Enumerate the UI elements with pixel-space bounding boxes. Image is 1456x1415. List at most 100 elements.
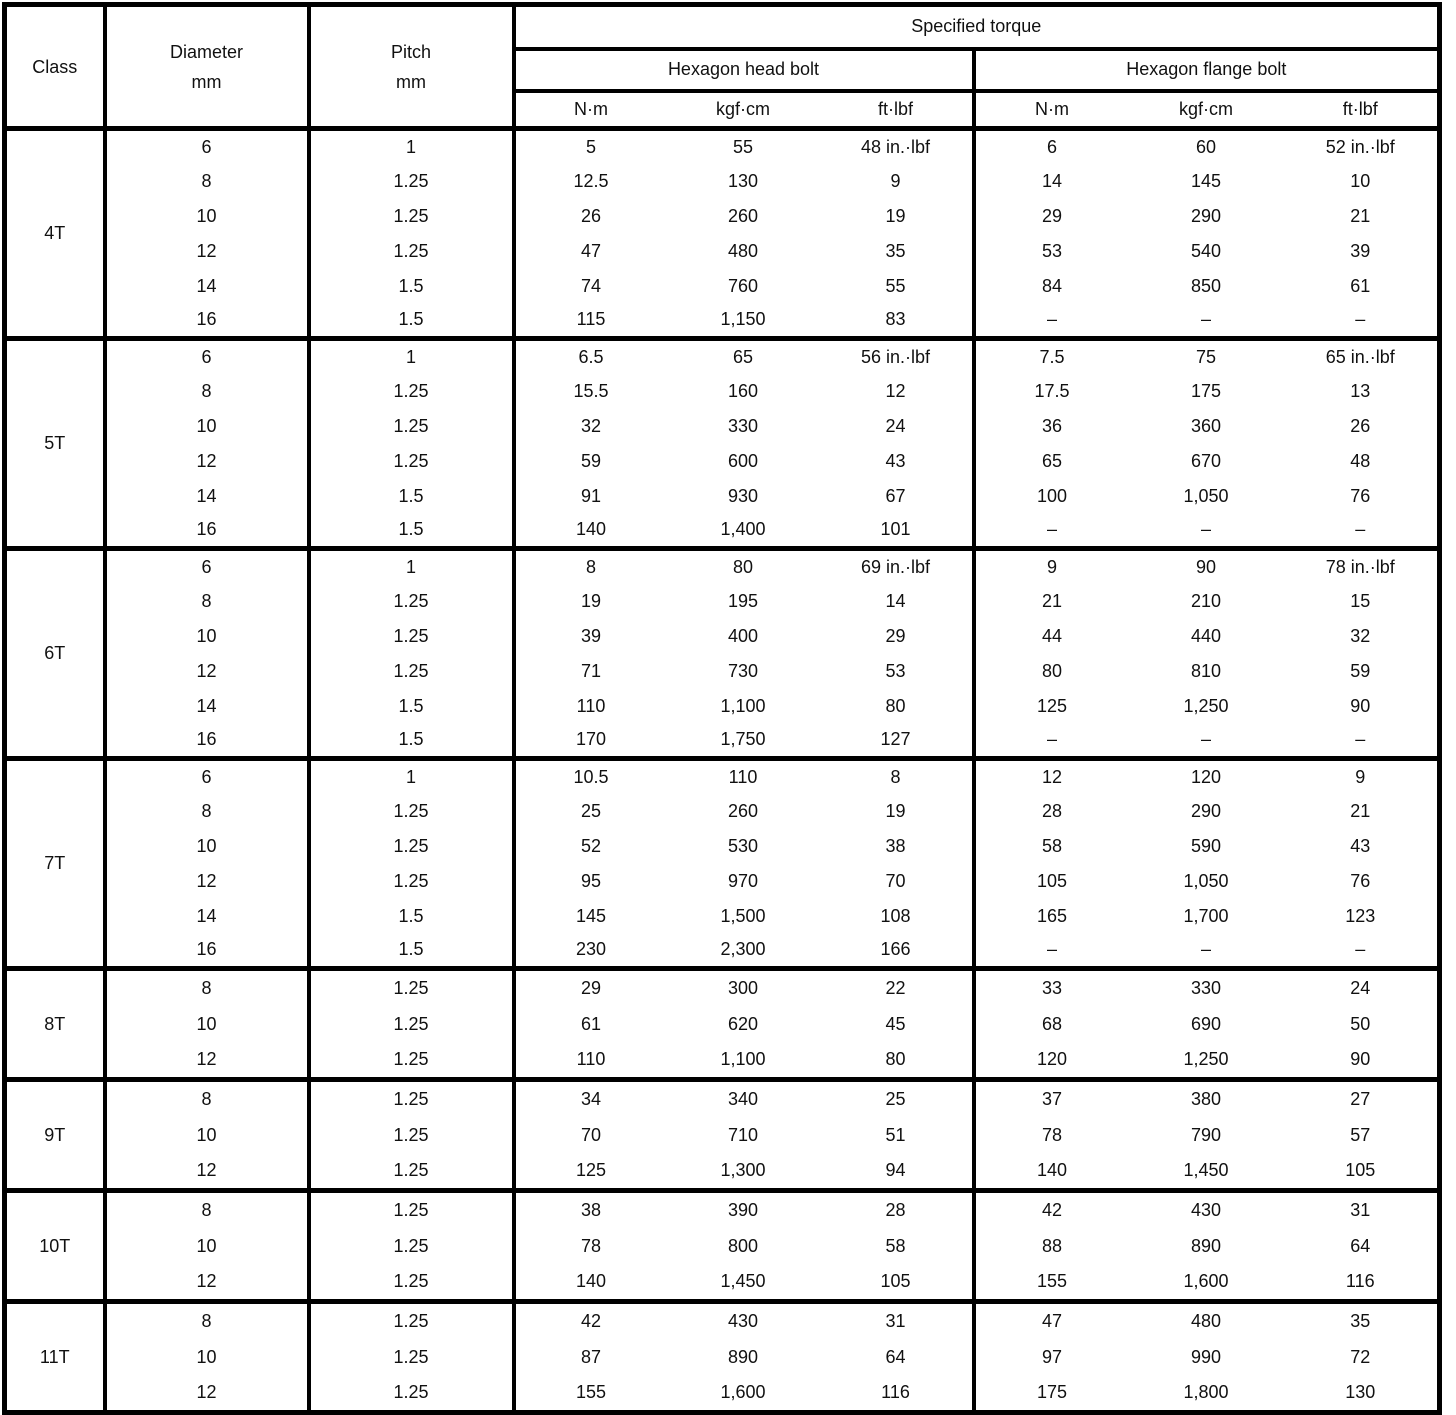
table-row: 12 1.25 95 970 70 105 1,050 76 [5,863,1440,899]
head-ftlbf-cell: 19 [819,198,976,234]
table-row: 10T 8 1.25 38 390 28 42 430 31 [4,1188,1440,1302]
pitch-cell: 1.25 [308,1338,516,1376]
diameter-cell: 10 [104,618,311,654]
flange-nm-cell: 28 [1041,800,1063,821]
head-kgfcm-cell: 1,300 [720,1160,766,1181]
flange-ftlbf-cell: 9 [1283,756,1440,794]
flange-ftlbf-cell: – [1355,519,1366,540]
head-nm-cell: 25 [580,800,602,821]
flange-ftlbf-cell: 21 [1350,800,1371,821]
pitch-cell: 1.5 [308,898,516,934]
flange-nm-cell: 80 [1041,660,1063,681]
flange-nm-cell: 42 [973,1188,1129,1228]
diameter-cell: 8 [104,1299,311,1339]
flange-kgfcm-cell: 290 [1190,205,1222,226]
flange-nm-cell: 88 [1041,1235,1063,1256]
pitch-cell: 1.25 [308,1264,516,1302]
table-row: 12 1.25 140 1,450 105 155 1,600 116 [5,1264,1440,1302]
table-row: 16 1.5 115 1,150 83 – – – [5,303,1440,339]
flange-ftlbf-cell: 50 [1350,1013,1371,1034]
diameter-cell: 8 [104,793,311,829]
table-row: 16 1.5 140 1,400 101 – – – [5,513,1440,549]
table-row: 10 1.25 70 710 51 78 790 57 [5,1116,1440,1154]
flange-kgfcm-cell: 175 [1190,380,1222,401]
flange-ftlbf-cell: 24 [1283,966,1440,1006]
flange-kgfcm-cell: 380 [1128,1077,1284,1117]
diameter-cell: 14 [104,688,311,724]
flange-ftlbf-cell: 32 [1350,625,1371,646]
head-nm-cell: 12.5 [573,170,609,191]
pitch-cell: 1 [308,126,516,164]
flange-kgfcm-cell: 1,800 [1183,1382,1229,1403]
class-header: Class [4,4,107,131]
flange-kgfcm-cell: 1,050 [1183,870,1229,891]
head-kgfcm-cell: 65 [666,336,820,374]
pitch-header: Pitch mm [308,4,516,131]
head-ftlbf-cell: 83 [819,303,976,339]
pitch-cell: 1.25 [308,966,516,1006]
table-row: 4T 6 1 5 55 48 in.·lbf 6 60 52 in.·lbf [4,126,1440,339]
class-cell: 5T [4,336,107,549]
table-row: 12 1.25 59 600 43 65 670 48 [5,443,1440,479]
table-row: 16 1.5 170 1,750 127 – – – [5,723,1440,759]
head-ftlbf-cell: 35 [819,233,976,269]
table-row: 10 1.25 78 800 58 88 890 64 [5,1227,1440,1265]
flange-nm-unit-header: N·m [973,90,1129,131]
flange-ftlbf-cell: 35 [1283,1299,1440,1339]
flange-ftlbf-cell: 130 [1345,1382,1376,1403]
flange-nm-cell: – [1046,309,1057,330]
table-row: 5T 6 1 6.5 65 56 in.·lbf 7.5 75 65 in.·lbf [4,336,1440,549]
pitch-cell: 1 [308,546,516,584]
flange-nm-cell: 36 [1041,415,1063,436]
head-kgfcm-cell: 480 [727,240,759,261]
flange-kgfcm-cell: 120 [1128,756,1284,794]
head-nm-cell: 10.5 [513,756,667,794]
pitch-cell: 1.25 [308,373,516,409]
head-nm-cell: 155 [575,1382,607,1403]
pitch-header-label: Pitch [390,41,432,62]
table-row: 10 1.25 52 530 38 58 590 43 [5,828,1440,864]
class-cell: 7T [4,756,107,969]
head-nm-cell: 39 [580,625,602,646]
pitch-cell: 1.25 [308,1116,516,1154]
flange-ftlbf-cell: 27 [1283,1077,1440,1117]
head-kgfcm-cell: 1,600 [720,1382,766,1403]
head-kgfcm-cell: 600 [727,450,759,471]
head-nm-cell: 110 [576,695,606,716]
head-nm-cell: 170 [575,729,607,750]
diameter-cell: 12 [104,1153,311,1191]
flange-nm-cell: 9 [973,546,1129,584]
flange-ftlbf-cell: 43 [1350,835,1371,856]
head-ftlbf-unit-header: ft·lbf [819,90,976,131]
diameter-cell: 12 [104,1264,311,1302]
flange-nm-cell: – [1046,519,1057,540]
table-row: 10 1.25 39 400 29 44 440 32 [5,618,1440,654]
pitch-cell: 1.25 [308,408,516,444]
head-nm-cell: 115 [576,309,606,330]
head-kgfcm-cell: 300 [666,966,820,1006]
head-nm-cell: 61 [580,1013,602,1034]
head-kgfcm-cell: 710 [727,1124,759,1145]
flange-ftlbf-cell: 21 [1350,205,1371,226]
flange-kgfcm-cell: 790 [1190,1124,1222,1145]
table-row: 8 1.25 19 195 14 21 210 15 [5,583,1440,619]
diameter-cell: 8 [104,966,311,1006]
diameter-cell: 14 [104,478,311,514]
head-nm-cell: 34 [513,1077,667,1117]
head-kgfcm-cell: 1,100 [720,1049,766,1070]
diameter-header-label: Diameter [169,41,244,62]
table-row: 8 1.25 25 260 19 28 290 21 [5,793,1440,829]
head-nm-cell: 140 [575,1271,607,1292]
hexagon-head-bolt-header: Hexagon head bolt [513,48,976,93]
diameter-cell: 16 [104,933,311,969]
pitch-cell: 1.5 [308,933,516,969]
head-ftlbf-cell: 38 [819,828,976,864]
head-nm-cell: 74 [580,275,602,296]
head-ftlbf-cell: 51 [819,1116,976,1154]
head-ftlbf-cell: 94 [819,1153,976,1191]
diameter-cell: 8 [104,373,311,409]
pitch-cell: 1.25 [308,1375,516,1413]
class-header-label: Class [32,56,78,77]
head-kgfcm-cell: 330 [727,415,759,436]
table-row: 8T 8 1.25 29 300 22 33 330 24 [4,966,1440,1080]
